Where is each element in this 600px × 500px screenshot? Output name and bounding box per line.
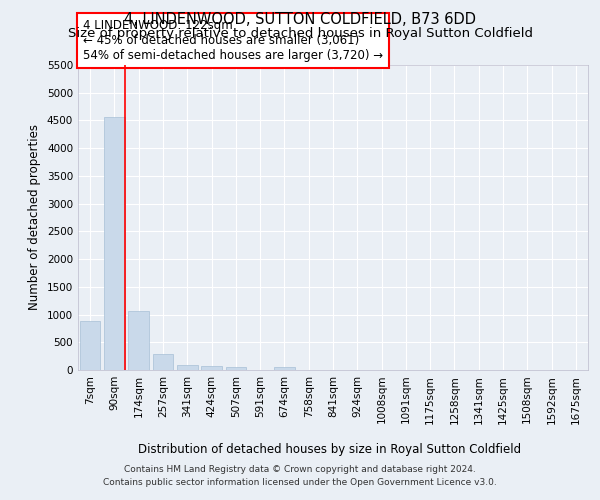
Y-axis label: Number of detached properties: Number of detached properties: [28, 124, 41, 310]
Bar: [177, 365, 197, 370]
Text: Contains HM Land Registry data © Crown copyright and database right 2024.: Contains HM Land Registry data © Crown c…: [124, 466, 476, 474]
Bar: [152, 354, 173, 370]
Bar: [226, 367, 246, 370]
Text: Contains public sector information licensed under the Open Government Licence v3: Contains public sector information licen…: [103, 478, 497, 487]
Bar: [128, 311, 149, 370]
Bar: [104, 117, 125, 370]
Text: Size of property relative to detached houses in Royal Sutton Coldfield: Size of property relative to detached ho…: [67, 28, 533, 40]
Bar: [80, 320, 100, 370]
Text: Distribution of detached houses by size in Royal Sutton Coldfield: Distribution of detached houses by size …: [139, 442, 521, 456]
Bar: [274, 367, 295, 370]
Text: 4, LINDENWOOD, SUTTON COLDFIELD, B73 6DD: 4, LINDENWOOD, SUTTON COLDFIELD, B73 6DD: [124, 12, 476, 28]
Text: 4 LINDENWOOD: 122sqm
← 45% of detached houses are smaller (3,061)
54% of semi-de: 4 LINDENWOOD: 122sqm ← 45% of detached h…: [83, 19, 383, 62]
Bar: [201, 366, 222, 370]
